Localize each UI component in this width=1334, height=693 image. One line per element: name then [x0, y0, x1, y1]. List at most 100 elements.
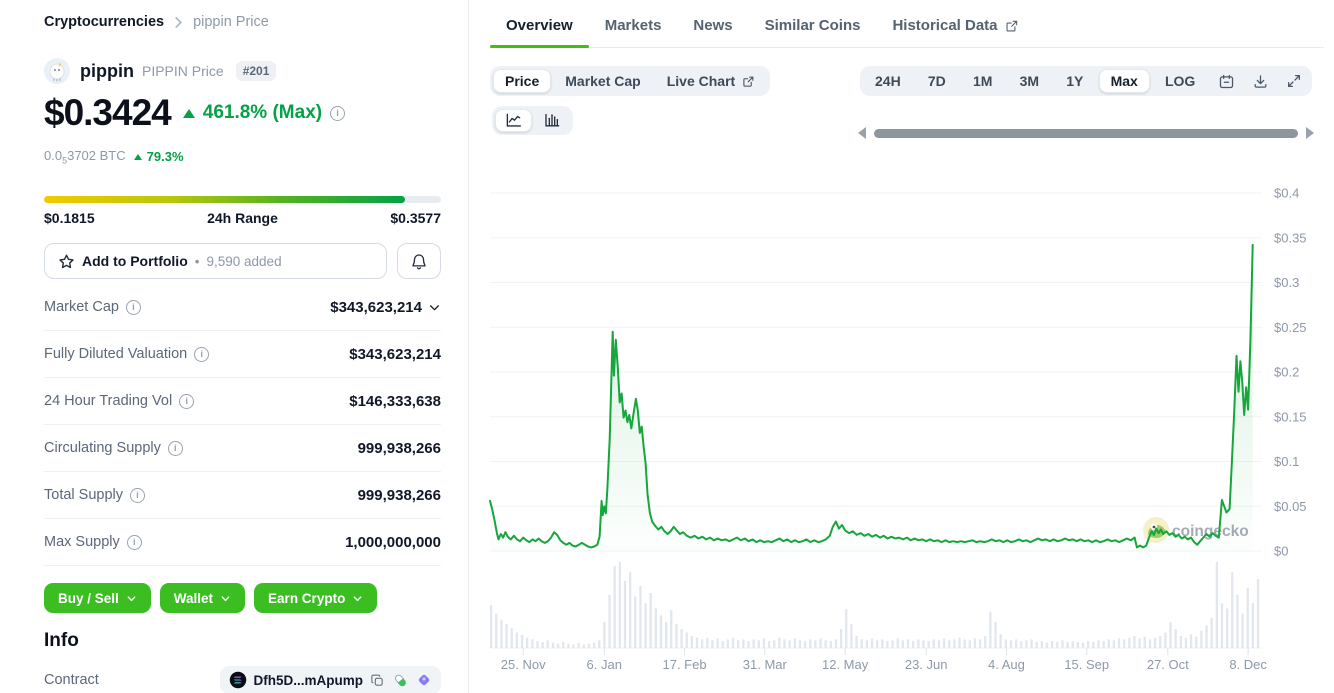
- bell-icon: [412, 254, 426, 270]
- scroll-left-icon[interactable]: [858, 127, 866, 139]
- coin-tabs: Overview Markets News Similar Coins Hist…: [490, 0, 1324, 48]
- tab-overview[interactable]: Overview: [490, 17, 589, 48]
- stat-label: 24 Hour Trading Vol: [44, 393, 173, 409]
- chart-time-scrollbar: [858, 125, 1314, 141]
- tab-news[interactable]: News: [693, 17, 733, 34]
- metric-price[interactable]: Price: [493, 69, 552, 93]
- candlestick-chart-type-button[interactable]: [534, 109, 570, 132]
- star-icon: [59, 254, 74, 268]
- range-3m[interactable]: 3M: [1019, 73, 1040, 89]
- coin-summary-panel: Cryptocurrencies pippin Price pippin PIP…: [44, 0, 441, 693]
- x-axis-label: 6. Jan: [587, 657, 622, 672]
- stat-label: Market Cap: [44, 299, 119, 315]
- scale-log-toggle[interactable]: LOG: [1164, 73, 1196, 89]
- wallet-button[interactable]: Wallet: [159, 583, 246, 613]
- tab-markets[interactable]: Markets: [604, 17, 662, 34]
- range-label: 24h Range: [207, 210, 278, 226]
- action-buttons: Buy / Sell Wallet Earn Crypto: [44, 583, 378, 613]
- stat-value: $343,623,214: [349, 345, 441, 363]
- fullscreen-button[interactable]: [1279, 70, 1309, 92]
- expand-icon: [1287, 75, 1300, 87]
- range-24h-fill: [44, 196, 406, 203]
- stat-label: Fully Diluted Valuation: [44, 346, 188, 362]
- solana-icon: [229, 671, 246, 689]
- external-link-icon: [1006, 20, 1017, 32]
- stat-label: Total Supply: [44, 487, 123, 503]
- range-24h-bar: [44, 196, 441, 203]
- coin-price: $0.3424: [44, 92, 172, 133]
- line-chart-type-button[interactable]: [495, 109, 532, 132]
- contract-address-pill[interactable]: Dfh5D...mApump: [219, 666, 441, 693]
- portfolio-added-count: 9,590 added: [206, 253, 282, 269]
- price-alert-button[interactable]: [397, 243, 441, 279]
- info-icon[interactable]: [126, 534, 142, 550]
- breadcrumb-cryptocurrencies[interactable]: Cryptocurrencies: [44, 14, 165, 30]
- calendar-button[interactable]: [1211, 70, 1242, 93]
- chevron-down-icon: [127, 595, 136, 601]
- chevron-down-icon: [221, 595, 230, 601]
- range-low: $0.1815: [44, 210, 95, 226]
- chart-type-toggle: [492, 106, 573, 135]
- range-24h[interactable]: 24H: [875, 73, 901, 89]
- chart-panel: Overview Markets News Similar Coins Hist…: [480, 0, 1334, 693]
- btc-price-row: 0.053702 BTC 79.3%: [44, 148, 184, 166]
- btc-change: 79.3%: [146, 149, 184, 165]
- price-line: [489, 243, 1254, 549]
- tab-similar-coins[interactable]: Similar Coins: [764, 17, 861, 34]
- info-icon[interactable]: [194, 346, 210, 362]
- x-axis-labels: 25. Nov 6. Jan 17. Feb 31. Mar 12. May 23. Ju…: [501, 648, 1267, 672]
- y-axis-label: $0.1: [1274, 454, 1299, 469]
- x-axis-label: 12. May: [822, 657, 869, 672]
- info-icon[interactable]: [167, 440, 183, 456]
- capsule-icon[interactable]: [392, 672, 409, 689]
- gem-icon[interactable]: [416, 672, 432, 688]
- x-axis-label: 4. Aug: [988, 657, 1025, 672]
- range-7d[interactable]: 7D: [927, 73, 946, 89]
- chart-range-toolbar: 24H 7D 1M 3M 1Y Max LOG: [860, 66, 1312, 96]
- info-icon[interactable]: [179, 393, 195, 409]
- scrollbar-thumb[interactable]: [874, 128, 1298, 138]
- scroll-right-icon[interactable]: [1306, 127, 1314, 139]
- y-axis-label: $0.4: [1274, 186, 1299, 201]
- bar-chart-icon: [545, 113, 560, 127]
- range-max[interactable]: Max: [1098, 69, 1150, 93]
- x-axis-label: 15. Sep: [1064, 657, 1109, 672]
- info-icon[interactable]: [130, 487, 145, 503]
- stat-row-24h-volume: 24 Hour Trading Vol $146,333,638: [44, 378, 441, 425]
- coin-subtitle: PIPPIN Price: [141, 63, 224, 79]
- stat-row-market-cap[interactable]: Market Cap $343,623,214: [44, 284, 441, 331]
- stat-label: Max Supply: [44, 534, 120, 550]
- tab-historical-data[interactable]: Historical Data: [876, 17, 1034, 47]
- y-axis-labels: $0.4 $0.35 $0.3 $0.25 $0.2 $0.15 $0.1 $0.05 $0: [1274, 186, 1307, 559]
- chevron-down-icon[interactable]: [428, 301, 441, 314]
- price-up-triangle-icon: [182, 108, 195, 118]
- coin-rank-badge: #201: [235, 61, 277, 81]
- add-to-portfolio-button[interactable]: Add to Portfolio • 9,590 added: [44, 243, 387, 279]
- range-1y[interactable]: 1Y: [1066, 73, 1084, 89]
- buy-sell-button[interactable]: Buy / Sell: [44, 583, 151, 613]
- stats-table: Market Cap $343,623,214 Fully Diluted Va…: [44, 284, 441, 566]
- info-icon[interactable]: [125, 299, 141, 315]
- stat-row-circulating-supply: Circulating Supply 999,938,266: [44, 425, 441, 472]
- y-axis-label: $0.15: [1274, 409, 1307, 424]
- x-axis-label: 23. Jun: [905, 657, 948, 672]
- copy-icon[interactable]: [370, 673, 385, 688]
- y-axis-label: $0.35: [1274, 230, 1307, 245]
- chart-metric-toggle: Price Market Cap Live Chart: [490, 66, 771, 96]
- y-axis-label: $0.25: [1274, 320, 1307, 335]
- x-axis-label: 17. Feb: [662, 657, 706, 672]
- range-1m[interactable]: 1M: [972, 73, 993, 89]
- download-button[interactable]: [1245, 70, 1276, 93]
- portfolio-label: Add to Portfolio: [82, 253, 188, 269]
- earn-crypto-button[interactable]: Earn Crypto: [254, 583, 378, 613]
- y-axis-label: $0.05: [1274, 499, 1307, 514]
- metric-market-cap[interactable]: Market Cap: [565, 73, 641, 89]
- price-info-icon[interactable]: [330, 105, 346, 121]
- btc-up-triangle-icon: [133, 153, 142, 160]
- metric-live-chart[interactable]: Live Chart: [655, 69, 767, 93]
- range-high: $0.3577: [390, 210, 441, 226]
- price-chart[interactable]: $0.4 $0.35 $0.3 $0.25 $0.2 $0.15 $0.1 $0.05 $0 25…: [480, 150, 1334, 693]
- x-axis-label: 27. Oct: [1147, 657, 1189, 672]
- calendar-icon: [1219, 74, 1233, 88]
